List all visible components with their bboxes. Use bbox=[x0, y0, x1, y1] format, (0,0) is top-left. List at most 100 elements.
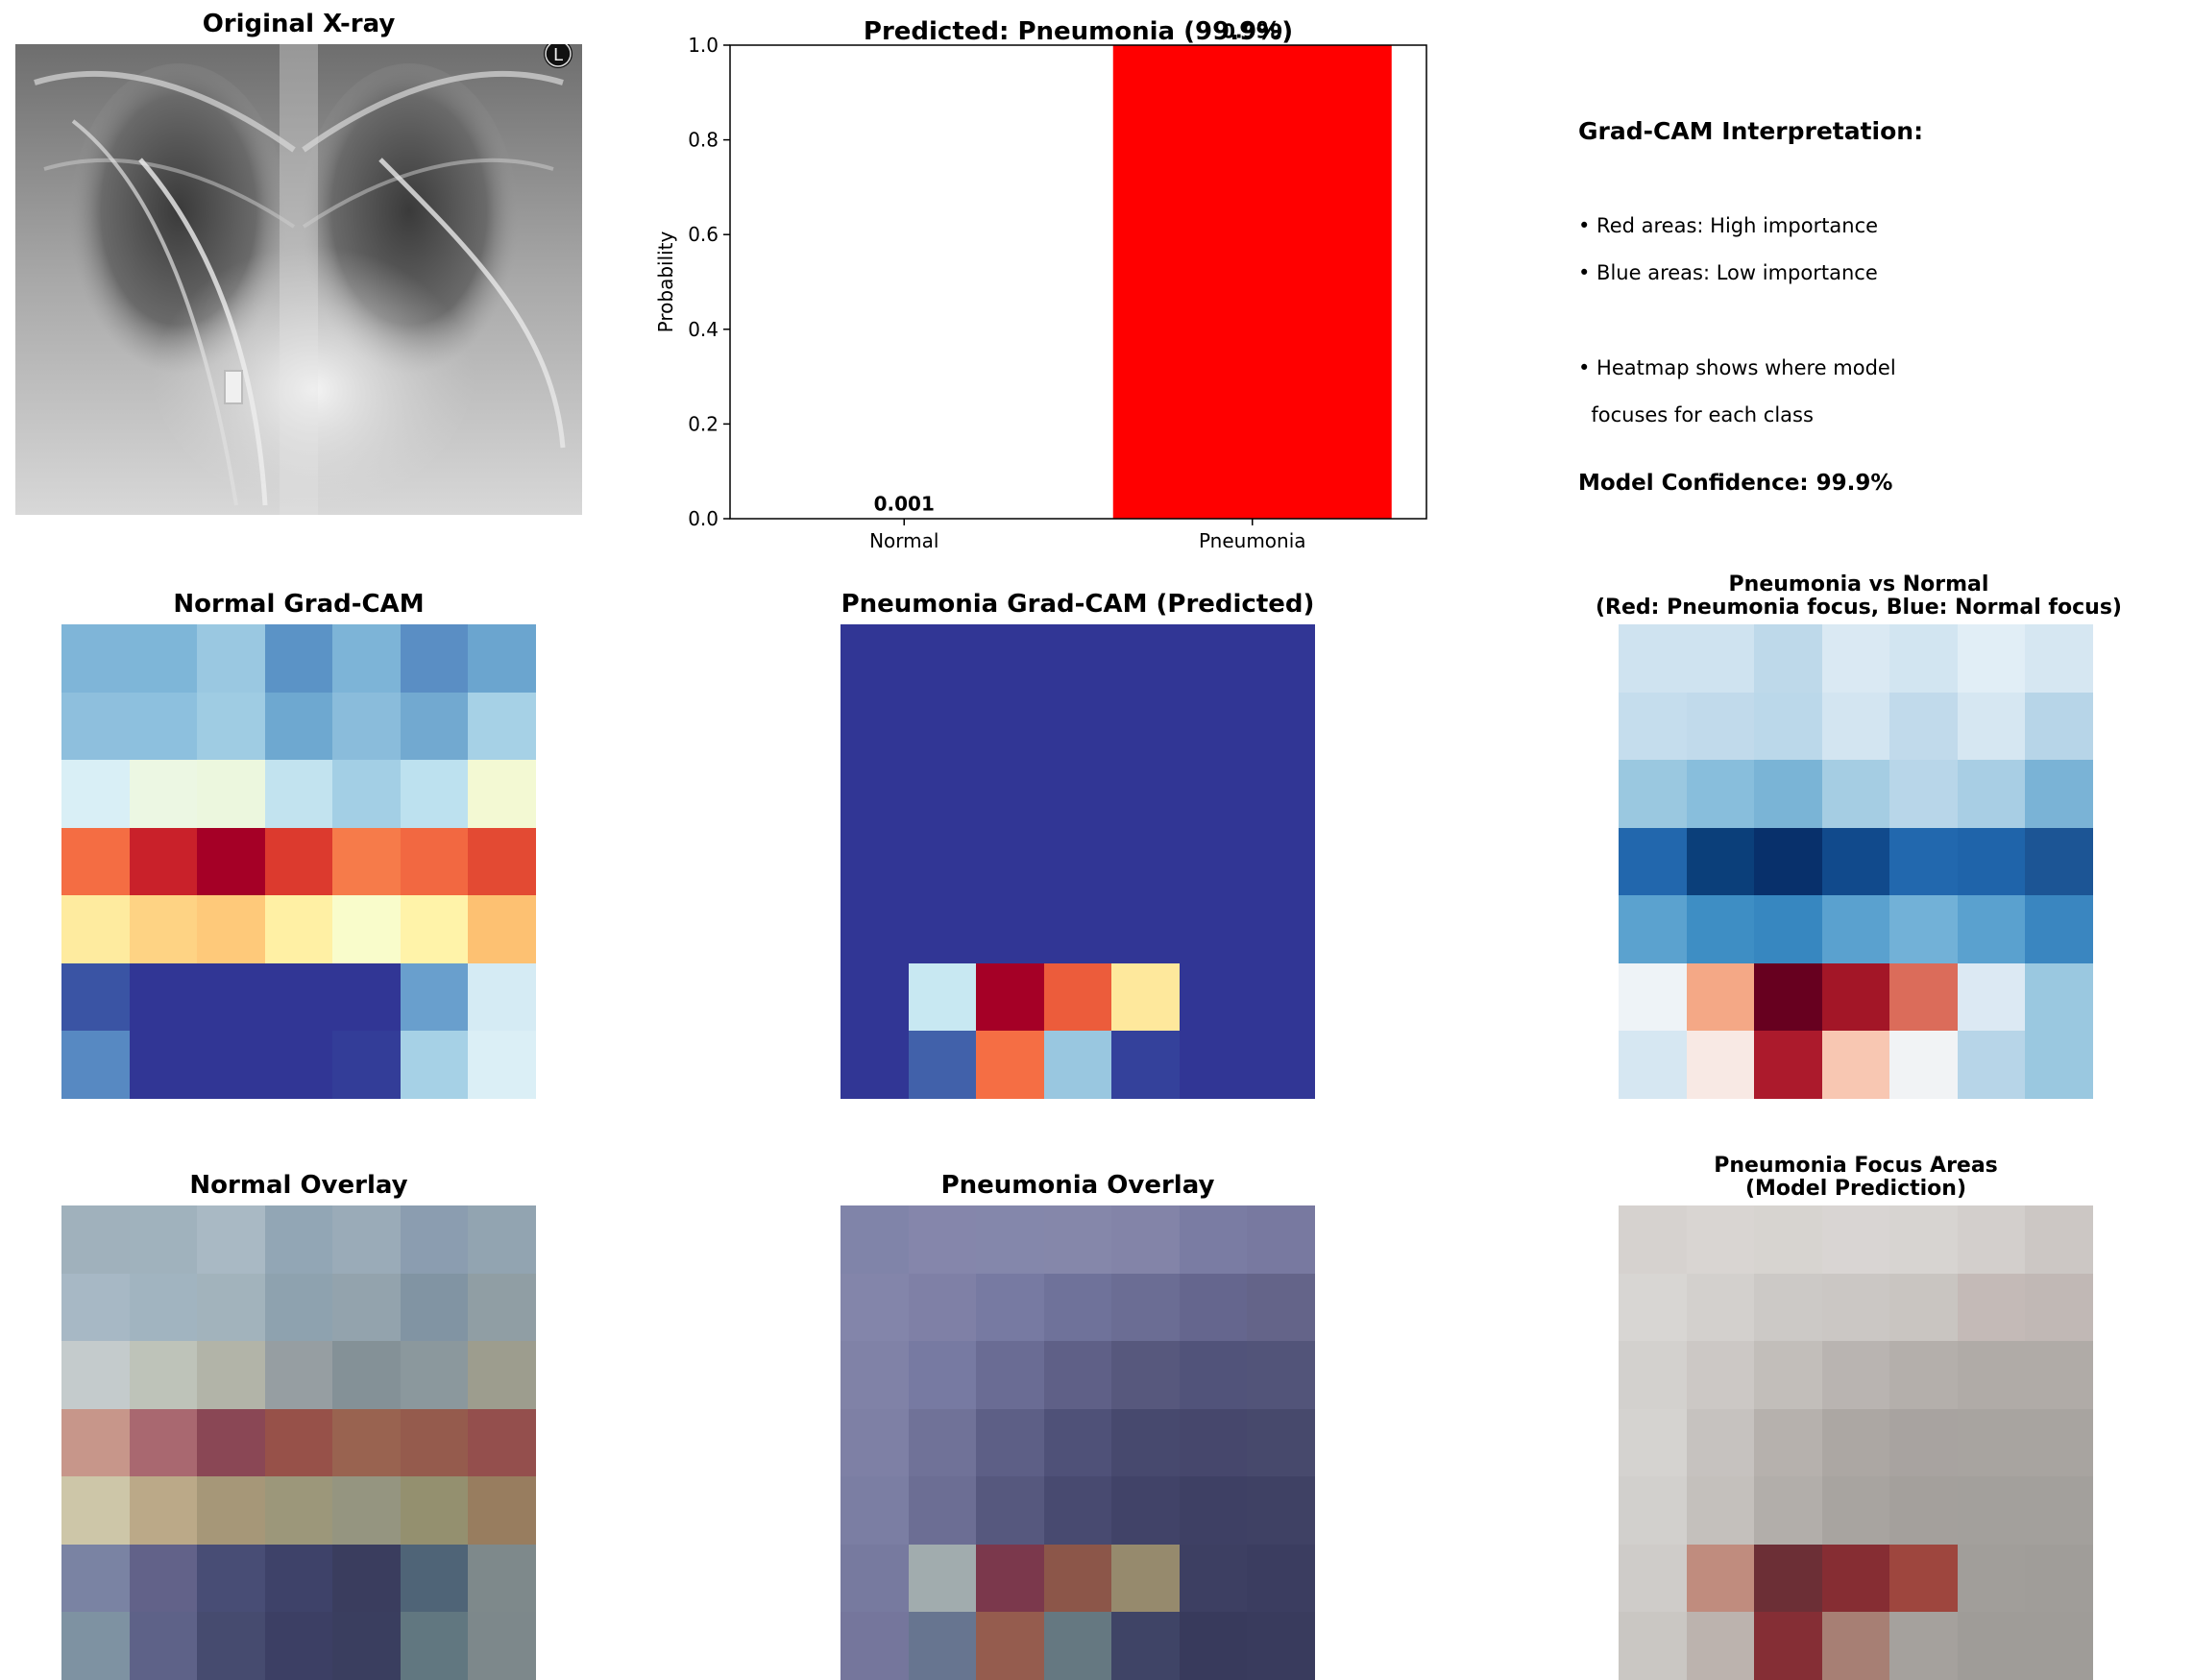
heatmap-cell bbox=[1247, 1476, 1315, 1545]
heatmap-cell bbox=[468, 760, 536, 828]
heatmap-cell bbox=[1889, 895, 1958, 963]
heatmap-cell bbox=[401, 1205, 469, 1274]
heatmap-cell bbox=[1754, 624, 1822, 693]
heatmap-cell bbox=[1180, 895, 1248, 963]
heatmap-cell bbox=[197, 1612, 265, 1680]
heatmap-cell bbox=[841, 1409, 909, 1477]
heatmap-cell bbox=[265, 1612, 333, 1680]
heatmap-cell bbox=[468, 1341, 536, 1409]
heatmap-cell bbox=[909, 1612, 977, 1680]
heatmap-cell bbox=[1111, 693, 1180, 761]
heatmap-cell bbox=[841, 624, 909, 693]
heatmap-cell bbox=[130, 1031, 198, 1099]
heatmap-cell bbox=[1044, 1612, 1112, 1680]
heatmap-cell bbox=[841, 1612, 909, 1680]
heatmap-cell bbox=[197, 1031, 265, 1099]
difference-heatmap bbox=[1619, 624, 2093, 1099]
heatmap-cell bbox=[1619, 1545, 1687, 1613]
difference-title-line1: Pneumonia vs Normal bbox=[1374, 572, 2193, 597]
heatmap-cell bbox=[1044, 895, 1112, 963]
heatmap-cell bbox=[1044, 1545, 1112, 1613]
heatmap-cell bbox=[2025, 895, 2093, 963]
heatmap-cell bbox=[61, 1341, 130, 1409]
heatmap-cell bbox=[332, 963, 401, 1032]
heatmap-cell bbox=[1619, 760, 1687, 828]
heatmap-cell bbox=[909, 1545, 977, 1613]
heatmap-cell bbox=[468, 693, 536, 761]
heatmap-cell bbox=[1889, 1545, 1958, 1613]
heatmap-cell bbox=[1180, 1274, 1248, 1342]
heatmap-cell bbox=[841, 1274, 909, 1342]
heatmap-cell bbox=[265, 624, 333, 693]
heatmap-cell bbox=[841, 693, 909, 761]
heatmap-cell bbox=[1889, 1341, 1958, 1409]
heatmap-cell bbox=[1247, 624, 1315, 693]
heatmap-cell bbox=[1822, 963, 1890, 1032]
heatmap-cell bbox=[1958, 895, 2026, 963]
heatmap-cell bbox=[1889, 624, 1958, 693]
heatmap-cell bbox=[1247, 1274, 1315, 1342]
heatmap-cell bbox=[1822, 624, 1890, 693]
heatmap-cell bbox=[1889, 1476, 1958, 1545]
heatmap-cell bbox=[332, 1274, 401, 1342]
heatmap-cell bbox=[1822, 1031, 1890, 1099]
heatmap-cell bbox=[332, 624, 401, 693]
heatmap-cell bbox=[197, 1409, 265, 1477]
heatmap-cell bbox=[909, 1205, 977, 1274]
heatmap-cell bbox=[976, 760, 1044, 828]
interpretation-line-red: • Red areas: High importance bbox=[1578, 214, 1878, 237]
heatmap-cell bbox=[265, 828, 333, 896]
heatmap-cell bbox=[197, 828, 265, 896]
heatmap-cell bbox=[468, 1545, 536, 1613]
heatmap-cell bbox=[401, 1031, 469, 1099]
heatmap-cell bbox=[1044, 693, 1112, 761]
heatmap-cell bbox=[1754, 1545, 1822, 1613]
y-axis-label: Probability bbox=[654, 231, 677, 332]
heatmap-cell bbox=[976, 1205, 1044, 1274]
heatmap-cell bbox=[1247, 760, 1315, 828]
heatmap-cell bbox=[1619, 1476, 1687, 1545]
normal-overlay-title: Normal Overlay bbox=[61, 1171, 536, 1200]
heatmap-cell bbox=[130, 1476, 198, 1545]
heatmap-cell bbox=[1111, 624, 1180, 693]
heatmap-cell bbox=[976, 1341, 1044, 1409]
heatmap-cell bbox=[976, 1545, 1044, 1613]
heatmap-cell bbox=[2025, 1409, 2093, 1477]
heatmap-cell bbox=[1889, 693, 1958, 761]
y-tick-label: 0.6 bbox=[688, 223, 719, 246]
heatmap-cell bbox=[332, 1545, 401, 1613]
heatmap-cell bbox=[1822, 693, 1890, 761]
heatmap-cell bbox=[130, 760, 198, 828]
heatmap-cell bbox=[909, 828, 977, 896]
heatmap-cell bbox=[1754, 1341, 1822, 1409]
heatmap-cell bbox=[841, 1545, 909, 1613]
heatmap-cell bbox=[1111, 1274, 1180, 1342]
bar-pneumonia bbox=[1113, 45, 1392, 519]
heatmap-cell bbox=[976, 1409, 1044, 1477]
heatmap-cell bbox=[1619, 1205, 1687, 1274]
heatmap-cell bbox=[61, 624, 130, 693]
heatmap-cell bbox=[197, 1476, 265, 1545]
heatmap-cell bbox=[1687, 1545, 1755, 1613]
heatmap-cell bbox=[61, 1205, 130, 1274]
heatmap-cell bbox=[1044, 828, 1112, 896]
heatmap-cell bbox=[1180, 828, 1248, 896]
heatmap-cell bbox=[1180, 693, 1248, 761]
heatmap-cell bbox=[1619, 1409, 1687, 1477]
focus-areas-title-line1: Pneumonia Focus Areas bbox=[1619, 1154, 2093, 1178]
heatmap-cell bbox=[1044, 1205, 1112, 1274]
heatmap-cell bbox=[130, 624, 198, 693]
heatmap-cell bbox=[841, 963, 909, 1032]
heatmap-cell bbox=[1822, 760, 1890, 828]
heatmap-cell bbox=[1822, 1341, 1890, 1409]
heatmap-cell bbox=[468, 1274, 536, 1342]
heatmap-cell bbox=[1247, 895, 1315, 963]
heatmap-cell bbox=[1044, 1031, 1112, 1099]
heatmap-cell bbox=[1247, 1031, 1315, 1099]
heatmap-cell bbox=[2025, 828, 2093, 896]
heatmap-cell bbox=[841, 760, 909, 828]
heatmap-cell bbox=[1687, 1341, 1755, 1409]
heatmap-cell bbox=[1111, 1476, 1180, 1545]
heatmap-cell bbox=[1247, 1205, 1315, 1274]
heatmap-cell bbox=[468, 624, 536, 693]
